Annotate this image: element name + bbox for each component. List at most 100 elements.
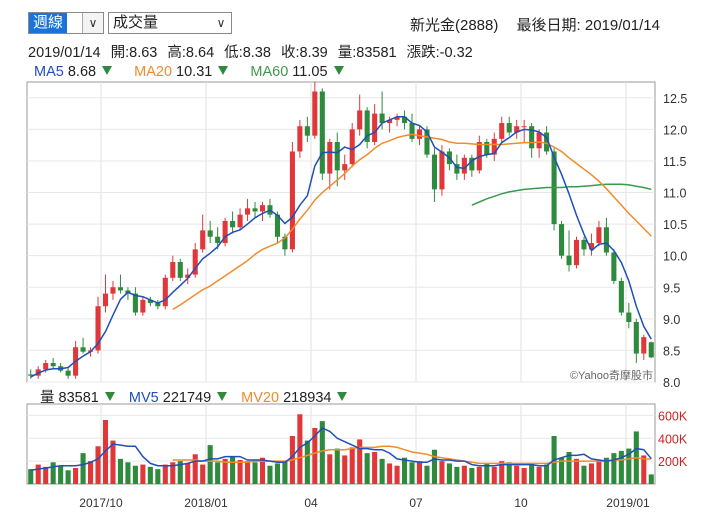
volume-bar — [192, 454, 198, 484]
volume-bar — [132, 465, 138, 484]
ma-legend: MA5 8.68 MA20 10.31 MA60 11.05 — [34, 64, 362, 80]
candle-body — [633, 322, 639, 354]
volume-bar — [312, 428, 318, 484]
candle-body — [28, 374, 34, 376]
ohlc-close: 收:8.39 — [280, 45, 328, 61]
volume-bar — [424, 465, 430, 484]
candle-body — [566, 255, 572, 266]
candle-body — [222, 220, 228, 244]
volume-bar — [73, 468, 79, 484]
chevron-down-icon[interactable]: ∨ — [82, 13, 103, 33]
candle-body — [394, 116, 400, 120]
volume-bar — [50, 462, 56, 484]
candle-body — [140, 299, 146, 313]
candle-body — [102, 293, 109, 307]
candle-body — [573, 239, 580, 266]
candle-body — [230, 220, 236, 228]
candle-body — [132, 293, 138, 313]
volume-tick-label: 400K — [658, 432, 688, 446]
candle-body — [626, 312, 632, 322]
volume-bar — [491, 466, 497, 484]
volume-bar — [267, 465, 273, 484]
candle-body — [439, 151, 445, 190]
stock-name: 新光金(2888) — [410, 17, 499, 34]
volume-legend: 量 83581 MV5 221749 MV20 218934 — [40, 386, 357, 407]
volume-bar — [461, 465, 467, 484]
candle-body — [372, 113, 378, 142]
volume-bar — [170, 462, 176, 484]
candle-body — [349, 129, 355, 165]
candle-body — [117, 287, 123, 291]
volume-bar — [618, 450, 624, 484]
mv20-line — [172, 445, 652, 465]
candle-body — [207, 230, 213, 237]
volume-bar — [648, 474, 654, 484]
volume-bar — [416, 461, 423, 484]
candle-body — [559, 224, 565, 256]
candle-body — [245, 208, 251, 215]
volume-bar — [155, 469, 161, 484]
volume-tick-label: 200K — [658, 455, 688, 469]
volume-bar — [334, 448, 340, 484]
volume-bar — [588, 463, 594, 484]
ma20-label: MA20 — [134, 64, 173, 80]
x-tick-label: 04 — [304, 496, 318, 510]
candle-body — [50, 363, 56, 367]
volume-bar — [499, 461, 505, 484]
vol-legend: 量 83581 — [40, 390, 115, 406]
volume-bar — [364, 453, 370, 484]
x-tick-label: 10 — [514, 496, 528, 510]
x-tick-label: 07 — [409, 496, 423, 510]
volume-bar — [259, 457, 266, 484]
ma60-legend: MA60 11.05 — [250, 64, 344, 80]
candle-body — [611, 252, 617, 281]
candle-body — [274, 214, 280, 237]
volume-bar — [215, 462, 221, 484]
volume-bar — [95, 446, 101, 484]
indicator-select[interactable]: 成交量 ∨ — [108, 12, 232, 34]
volume-tick-label: 600K — [658, 409, 688, 423]
candle-body — [237, 214, 243, 228]
candle-body — [357, 110, 363, 130]
volume-bar — [469, 468, 475, 484]
candle-body — [402, 116, 408, 124]
down-triangle-icon — [104, 392, 115, 401]
candle-body — [544, 132, 550, 152]
volume-bar — [65, 470, 71, 484]
chevron-down-icon[interactable]: ∨ — [216, 16, 226, 30]
volume-bar — [514, 465, 520, 484]
volume-bar — [252, 462, 258, 484]
x-tick-label: 2017/10 — [79, 496, 123, 510]
candle-body — [282, 236, 288, 250]
mv5-legend: MV5 221749 — [129, 390, 228, 406]
candle-body — [469, 157, 475, 171]
volume-bar — [117, 458, 123, 484]
candle-body — [491, 138, 497, 155]
mv20-value: 218934 — [283, 390, 332, 406]
volume-bar — [327, 454, 333, 484]
candle-body — [588, 243, 594, 250]
candle-body — [95, 306, 101, 351]
stock-header: 新光金(2888) 最後日期: 2019/01/14 — [410, 14, 674, 35]
candle-body — [319, 91, 325, 174]
volume-bar — [431, 449, 437, 484]
y-tick-label: 9.5 — [663, 281, 680, 295]
volume-bar — [372, 452, 378, 484]
candle-body — [162, 277, 168, 307]
x-tick-label: 2018/01 — [184, 496, 228, 510]
ohlc-change: 漲跌:-0.32 — [406, 45, 473, 61]
volume-bar — [641, 455, 647, 484]
volume-bar — [476, 466, 482, 484]
candle-body — [215, 236, 221, 244]
candle-body — [334, 142, 340, 171]
ma5-value: 8.68 — [67, 64, 97, 80]
volume-panel-frame — [26, 403, 656, 485]
period-select[interactable]: 週線 ∨ — [28, 12, 104, 34]
volume-bar — [394, 465, 400, 484]
volume-bar — [222, 458, 228, 484]
volume-bar — [237, 460, 243, 484]
candle-body — [521, 126, 527, 128]
period-select-value: 週線 — [29, 13, 68, 33]
candle-body — [185, 274, 191, 278]
